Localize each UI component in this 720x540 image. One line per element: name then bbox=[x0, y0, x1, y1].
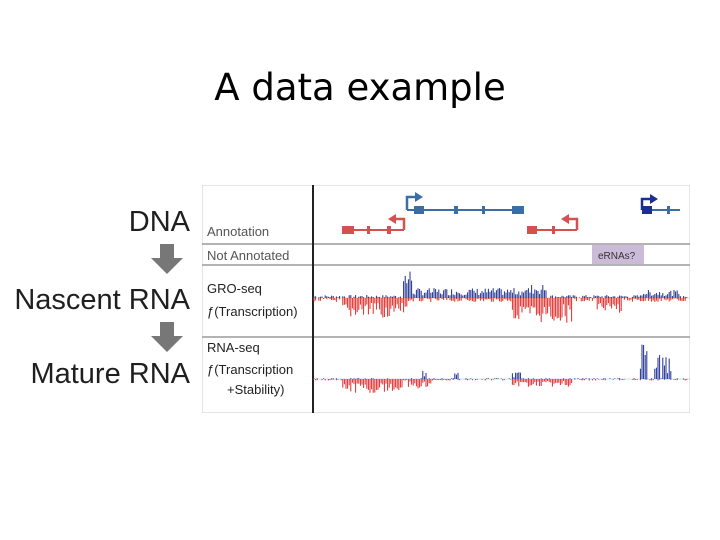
gro-seq-plus-track bbox=[313, 271, 688, 298]
nascent-rna-label: Nascent RNA bbox=[14, 284, 190, 316]
gene-plus-2 bbox=[640, 194, 680, 214]
rna-seq-row-label: RNA-seq bbox=[207, 340, 260, 355]
gene-minus-2 bbox=[527, 214, 579, 234]
rna-seq-row-sublabel: ƒ(Transcription bbox=[207, 362, 293, 377]
gro-seq-minus-track bbox=[313, 298, 686, 323]
ernas-tag-label: eRNAs? bbox=[598, 251, 636, 262]
rna-seq-plus-track bbox=[313, 344, 685, 379]
rna-seq-minus-track bbox=[315, 379, 688, 393]
genome-browser-figure: Annotation Not Annotated GRO-seq ƒ(Trans… bbox=[202, 185, 690, 413]
annotation-row-label: Annotation bbox=[207, 224, 269, 239]
page-title: A data example bbox=[214, 66, 506, 109]
rna-seq-row-sublabel-2: +Stability) bbox=[227, 382, 284, 397]
gro-seq-row-sublabel: ƒ(Transcription) bbox=[207, 304, 298, 319]
mature-rna-label: Mature RNA bbox=[30, 358, 190, 390]
ernas-tag bbox=[592, 245, 644, 264]
gene-minus-1 bbox=[342, 214, 406, 234]
dna-label: DNA bbox=[128, 206, 190, 238]
gro-seq-row-label: GRO-seq bbox=[207, 281, 262, 296]
not-annotated-row-label: Not Annotated bbox=[207, 248, 289, 263]
gene-plus-1 bbox=[405, 192, 524, 214]
